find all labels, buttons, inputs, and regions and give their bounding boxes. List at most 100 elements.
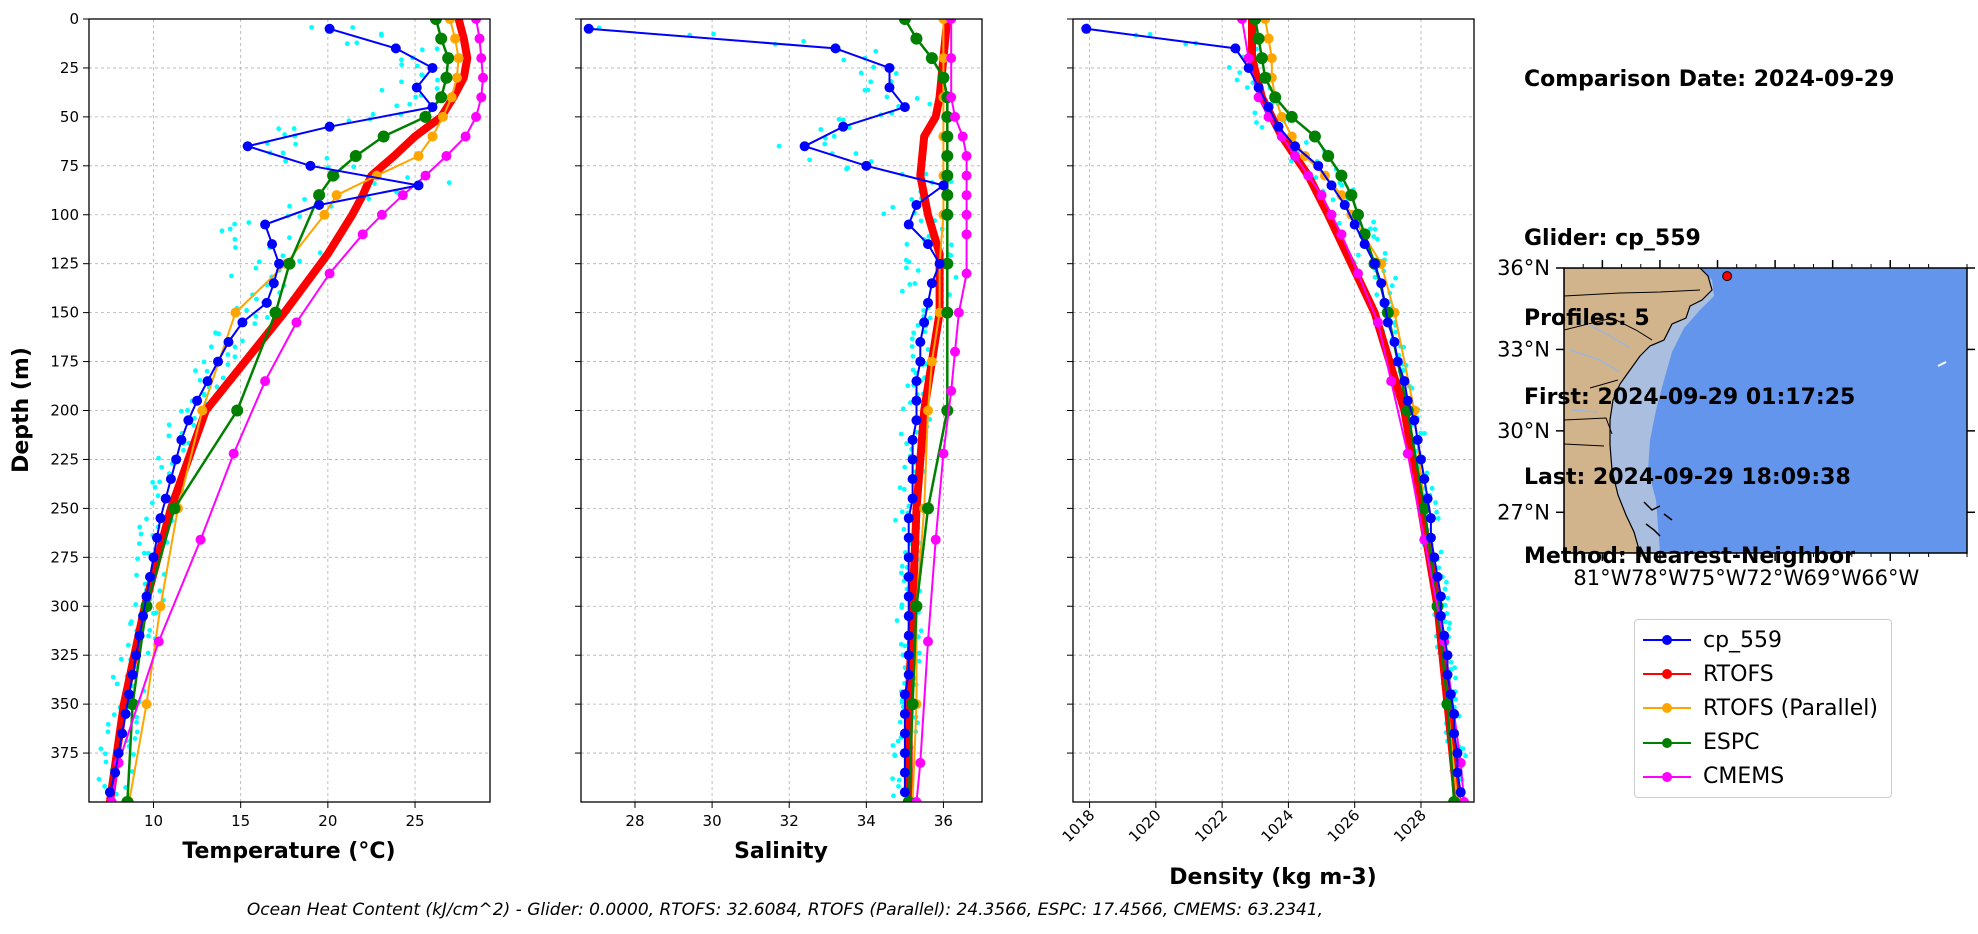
raw-glider-point bbox=[898, 431, 904, 437]
raw-glider-point bbox=[896, 104, 901, 109]
raw-glider-point bbox=[233, 245, 238, 250]
cmems-profile-point bbox=[478, 72, 489, 83]
raw-glider-point bbox=[157, 588, 163, 594]
raw-glider-point bbox=[145, 650, 151, 656]
raw-glider-point bbox=[1313, 175, 1319, 180]
espc-profile-point bbox=[442, 52, 455, 65]
glider-profile-point bbox=[110, 767, 121, 778]
raw-glider-point bbox=[232, 344, 238, 350]
glider-profile-point bbox=[919, 317, 930, 328]
cmems-profile-point bbox=[911, 797, 922, 802]
raw-glider-point bbox=[366, 196, 372, 202]
raw-glider-point bbox=[103, 759, 109, 765]
glider-profile-point bbox=[907, 434, 918, 445]
cmems-profile-point bbox=[228, 448, 239, 459]
glider-profile-point bbox=[261, 297, 272, 308]
espc-profile-point bbox=[283, 257, 296, 270]
x-tick-label: 30 bbox=[703, 812, 722, 830]
glider-profile-point bbox=[427, 102, 438, 113]
last-profile-time: Last: 2024-09-29 18:09:38 bbox=[1524, 464, 1851, 490]
glider-profile-point bbox=[934, 258, 945, 269]
glider-position-marker bbox=[1722, 271, 1733, 282]
glider-profile-point bbox=[938, 180, 949, 191]
glider-profile-point bbox=[1435, 611, 1446, 622]
glider-profile-point bbox=[903, 571, 914, 582]
raw-glider-point bbox=[287, 235, 292, 241]
x-tick-label: 1028 bbox=[1390, 806, 1430, 846]
raw-glider-point bbox=[354, 40, 360, 46]
raw-glider-point bbox=[905, 383, 911, 389]
raw-glider-point bbox=[282, 132, 288, 137]
map-lat-label: 27°N bbox=[1497, 500, 1550, 524]
glider-profile-point bbox=[583, 23, 594, 34]
raw-glider-point bbox=[899, 563, 905, 569]
glider-location-map: 36°N 33°N 30°N 27°N 81°W 78°W 75°W 72°W 69°W 66°W bbox=[1497, 256, 1975, 590]
glider-profile-line bbox=[108, 27, 434, 793]
x-tick-label: 1022 bbox=[1191, 806, 1231, 846]
x-tick-label: 36 bbox=[934, 812, 953, 830]
map-lat-label: 36°N bbox=[1497, 256, 1550, 280]
raw-glider-point bbox=[1254, 120, 1259, 125]
glider-profile-point bbox=[113, 748, 124, 759]
raw-glider-point bbox=[252, 321, 258, 327]
raw-glider-point bbox=[136, 541, 142, 547]
map-state-borders bbox=[1564, 289, 1701, 447]
raw-glider-point bbox=[1393, 275, 1398, 281]
glider-profile-point bbox=[1376, 278, 1387, 289]
glider-profile-point bbox=[176, 434, 187, 445]
glider-profile-point bbox=[1392, 356, 1403, 367]
legend-item-rtofs_parallel: RTOFS (Parallel) bbox=[1643, 693, 1878, 723]
raw-glider-point bbox=[890, 776, 896, 782]
rtofs_parallel-profile-point bbox=[413, 151, 424, 162]
raw-glider-point bbox=[1463, 753, 1468, 759]
espc-profile-point bbox=[327, 169, 340, 182]
raw-glider-point bbox=[244, 307, 249, 313]
raw-glider-point bbox=[900, 406, 906, 412]
raw-glider-point bbox=[125, 642, 131, 648]
temperature-axis-title: Temperature (°C) bbox=[182, 839, 395, 864]
glider-profile-point bbox=[155, 513, 166, 524]
rtofs_parallel-profile-point bbox=[1266, 53, 1277, 64]
temperature-panel: 10 15 20 2502550751001251501752002252502753… bbox=[50, 10, 491, 830]
glider-profile-point bbox=[1369, 258, 1380, 269]
raw-glider-point bbox=[254, 296, 259, 302]
y-tick-label: 125 bbox=[50, 255, 79, 273]
raw-glider-point bbox=[414, 63, 420, 69]
glider-profile-point bbox=[911, 376, 922, 387]
cmems-profile-point bbox=[930, 534, 941, 545]
cmems-profile-point bbox=[961, 268, 972, 279]
legend-label: RTOFS (Parallel) bbox=[1703, 695, 1878, 721]
glider-profile-point bbox=[903, 552, 914, 563]
cmems-profile-point bbox=[950, 111, 961, 122]
raw-glider-point bbox=[370, 111, 376, 117]
raw-glider-point bbox=[898, 570, 904, 576]
map-land bbox=[1564, 268, 1713, 553]
plot-area bbox=[96, 19, 489, 802]
cmems-profile-point bbox=[471, 19, 482, 24]
raw-glider-point bbox=[1355, 252, 1361, 258]
raw-glider-point bbox=[105, 721, 111, 727]
cmems-profile-point bbox=[946, 385, 957, 396]
raw-glider-point bbox=[399, 62, 405, 68]
legend-item-espc: ESPC bbox=[1643, 728, 1760, 758]
cmems-profile-point bbox=[476, 53, 487, 64]
glider-profile-point bbox=[1243, 62, 1254, 73]
glider-profile-point bbox=[903, 591, 914, 602]
raw-glider-point bbox=[904, 441, 910, 446]
raw-glider-point bbox=[1226, 65, 1232, 70]
raw-glider-point bbox=[240, 338, 245, 344]
y-tick-label: 150 bbox=[50, 304, 79, 322]
espc-profile-point bbox=[126, 698, 139, 711]
raw-glider-point bbox=[822, 141, 828, 147]
raw-glider-point bbox=[214, 384, 220, 390]
espc-profile-point bbox=[1285, 110, 1298, 123]
glider-profile-point bbox=[390, 43, 401, 54]
x-tick-label: 25 bbox=[405, 812, 424, 830]
raw-glider-point bbox=[372, 181, 377, 186]
glider-profile-point bbox=[903, 532, 914, 543]
raw-glider-point bbox=[102, 783, 108, 789]
espc-profile-point bbox=[906, 698, 919, 711]
x-tick-label: 1018 bbox=[1059, 806, 1099, 846]
cmems-profile-point bbox=[961, 151, 972, 162]
glider-profile-point bbox=[1439, 630, 1450, 641]
